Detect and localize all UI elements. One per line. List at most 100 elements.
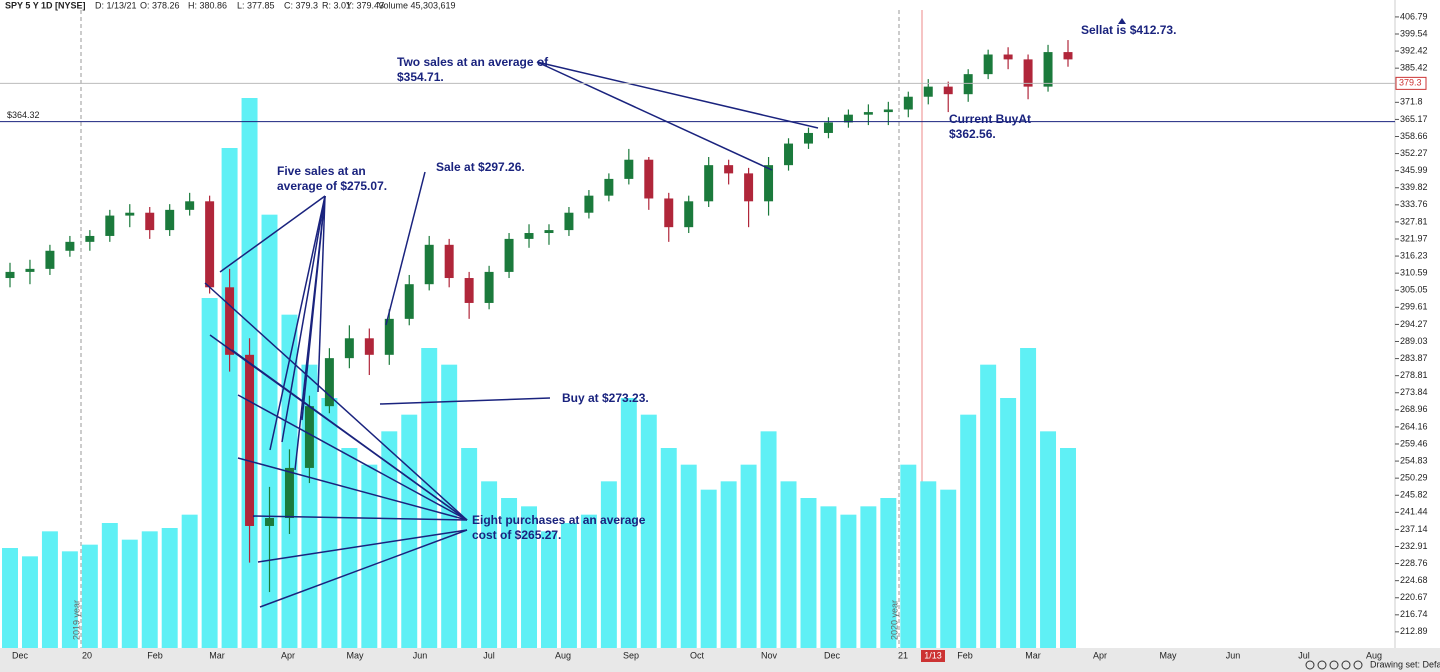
icon[interactable] <box>1329 660 1339 670</box>
candle-body <box>165 209 175 231</box>
header-field: H: 380.86 <box>188 0 227 10</box>
toolbar-icons <box>1305 660 1363 670</box>
candle-body <box>883 109 893 113</box>
arrow-line <box>259 529 468 608</box>
y-tick-label: 212.89 <box>1400 626 1428 636</box>
annotation: $362.56. <box>949 127 996 141</box>
volume-bar <box>680 464 697 648</box>
annotation: cost of $265.27. <box>472 528 561 542</box>
y-tick-label: 321.97 <box>1400 233 1428 243</box>
icon[interactable] <box>1317 660 1327 670</box>
candle-body <box>284 467 294 519</box>
candle-body <box>185 201 195 210</box>
x-tick-label: Dec <box>12 650 29 660</box>
y-tick-label: 358.66 <box>1400 131 1428 141</box>
candle-body <box>863 112 873 115</box>
arrow-line <box>257 529 468 563</box>
y-tick-label: 316.23 <box>1400 250 1428 260</box>
candle-body <box>943 86 953 95</box>
candle-body <box>624 159 634 179</box>
annotation: Sellat is $412.73. <box>1081 23 1176 37</box>
volume-bar <box>2 548 18 648</box>
volume-bar <box>940 489 957 648</box>
candle-body <box>1043 52 1053 87</box>
x-tick-label: Feb <box>957 650 973 660</box>
x-tick-label: 21 <box>898 650 908 660</box>
icon[interactable] <box>1305 660 1315 670</box>
volume-bar <box>1040 431 1057 648</box>
volume-bar <box>640 414 657 648</box>
header-field: D: 1/13/21 <box>95 0 137 10</box>
y-tick-label: 273.84 <box>1400 387 1428 397</box>
y-tick-label: 268.96 <box>1400 404 1428 414</box>
annotation: Two sales at an average of <box>397 55 549 69</box>
annotation: Current BuyAt <box>949 112 1031 126</box>
candle-body <box>344 338 354 359</box>
y-tick-label: 278.81 <box>1400 370 1428 380</box>
arrow-line <box>281 195 326 443</box>
volume-bar <box>820 506 837 648</box>
symbol: SPY 5 Y 1D [NYSE] <box>5 0 86 10</box>
y-tick-label: 283.87 <box>1400 353 1428 363</box>
volume-bar <box>421 348 438 648</box>
y-tick-label: 245.82 <box>1400 490 1428 500</box>
y-tick-label: 327.81 <box>1400 216 1428 226</box>
candle-body <box>265 518 275 526</box>
candle-body <box>85 235 95 242</box>
volume-bar <box>560 523 577 648</box>
volume-bar <box>980 364 997 648</box>
volume-bar <box>461 448 478 648</box>
y-tick-label: 294.27 <box>1400 319 1428 329</box>
candle-body <box>564 212 574 231</box>
footer: Drawing set: Default <box>1370 659 1440 669</box>
volume-bar <box>141 531 158 648</box>
volume-bar <box>780 481 797 648</box>
volume-bar <box>401 414 418 648</box>
volume-bar <box>580 514 597 648</box>
volume-bar <box>501 498 518 648</box>
candle-body <box>504 238 514 272</box>
volume-layer <box>2 98 1076 648</box>
candle-body <box>304 406 314 468</box>
y-tick-label: 406.79 <box>1400 11 1428 21</box>
volume-bar <box>361 464 378 648</box>
icon[interactable] <box>1353 660 1363 670</box>
y-tick-label: 392.42 <box>1400 45 1428 55</box>
x-tick-label: Oct <box>690 650 705 660</box>
volume-bar <box>201 298 218 648</box>
price-line-label: $364.32 <box>7 110 40 120</box>
year-label: 2019 year <box>71 600 81 640</box>
candle-body <box>45 250 55 269</box>
candle-body <box>464 278 474 303</box>
y-tick-label: 371.8 <box>1400 97 1423 107</box>
volume-bar <box>600 481 617 648</box>
arrow-line <box>301 195 326 421</box>
candle-body <box>983 54 993 75</box>
volume-bar <box>481 481 498 648</box>
candle-body <box>145 212 155 231</box>
icon[interactable] <box>1341 660 1351 670</box>
candle-body <box>744 173 754 202</box>
x-tick-label: Aug <box>555 650 571 660</box>
x-tick-label: Apr <box>281 650 295 660</box>
candle-body <box>364 338 374 355</box>
volume-bar <box>41 531 58 648</box>
candle-body <box>105 215 115 236</box>
arrow-line <box>237 457 468 521</box>
x-tick-label: Jul <box>483 650 495 660</box>
candle-body <box>25 268 35 272</box>
volume-bar <box>1060 448 1076 648</box>
volume-bar <box>521 506 538 648</box>
arrow-line <box>385 171 426 326</box>
annotation: Sale at $297.26. <box>436 160 525 174</box>
volume-bar <box>760 431 777 648</box>
candle-body <box>704 165 714 202</box>
volume-bar <box>840 514 857 648</box>
annotation: Buy at $273.23. <box>562 391 649 405</box>
volume-bar <box>21 556 38 648</box>
annotation: Eight purchases at an average <box>472 513 646 527</box>
volume-bar <box>720 481 737 648</box>
x-tick-label: 1/13 <box>924 650 942 660</box>
arrow-head <box>1118 18 1126 24</box>
